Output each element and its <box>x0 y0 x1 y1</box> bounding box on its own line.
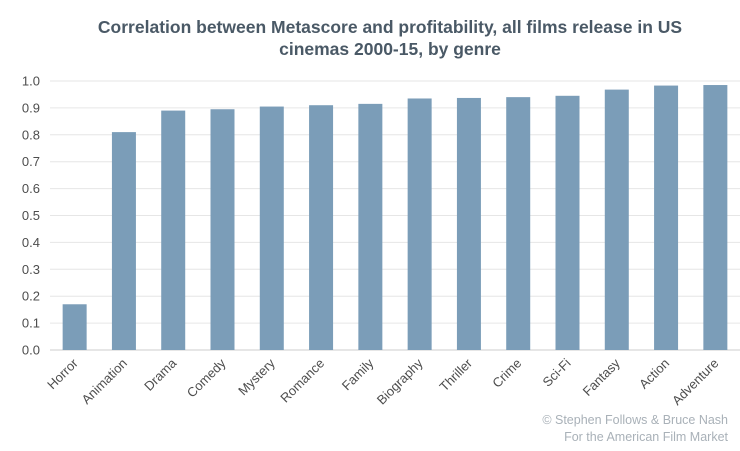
bar-adventure <box>703 85 728 350</box>
x-tick-label: Crime <box>489 356 524 391</box>
y-tick-label: 0.0 <box>22 343 40 358</box>
x-tick-label: Family <box>339 355 377 393</box>
x-tick-label: Drama <box>141 355 180 394</box>
x-tick-label: Romance <box>277 356 327 406</box>
y-tick-label: 1.0 <box>22 74 40 89</box>
chart-title-line-1: Correlation between Metascore and profit… <box>97 17 683 37</box>
y-tick-label: 0.9 <box>22 100 40 115</box>
bar-action <box>654 85 679 350</box>
y-tick-label: 0.4 <box>22 235 40 250</box>
x-tick-label: Mystery <box>235 355 278 398</box>
y-tick-label: 0.7 <box>22 154 40 169</box>
y-tick-label: 0.3 <box>22 262 40 277</box>
credit: © Stephen Follows & Bruce Nash For the A… <box>542 412 728 446</box>
bar-mystery <box>259 106 284 351</box>
credit-line-2: For the American Film Market <box>564 430 728 444</box>
bar-animation <box>111 132 136 350</box>
y-tick-label: 0.8 <box>22 127 40 142</box>
x-tick-label: Horror <box>44 355 81 392</box>
bar-comedy <box>210 109 235 351</box>
bar-crime <box>506 97 531 350</box>
credit-line-1: © Stephen Follows & Bruce Nash <box>542 413 728 427</box>
bar-sci-fi <box>555 95 580 350</box>
bar-romance <box>309 105 334 351</box>
y-tick-label: 0.1 <box>22 316 40 331</box>
x-tick-label: Animation <box>79 356 130 407</box>
x-tick-label: Adventure <box>669 356 722 409</box>
bar-biography <box>407 98 432 350</box>
x-tick-label: Action <box>636 356 672 392</box>
x-tick-label: Fantasy <box>580 355 624 399</box>
bar-thriller <box>456 97 481 351</box>
y-tick-label: 0.2 <box>22 289 40 304</box>
y-tick-label: 0.5 <box>22 208 40 223</box>
bar-drama <box>161 110 186 350</box>
chart-title-line-2: cinemas 2000-15, by genre <box>279 39 501 59</box>
x-tick-label: Sci-Fi <box>540 355 574 389</box>
y-tick-label: 0.6 <box>22 181 40 196</box>
bar-horror <box>62 304 87 350</box>
x-tick-label: Thriller <box>436 355 475 394</box>
x-tick-label: Comedy <box>184 355 229 400</box>
chart-title: Correlation between Metascore and profit… <box>70 16 710 60</box>
bar-family <box>358 103 383 351</box>
bar-fantasy <box>604 89 629 350</box>
x-tick-label: Biography <box>374 355 426 407</box>
